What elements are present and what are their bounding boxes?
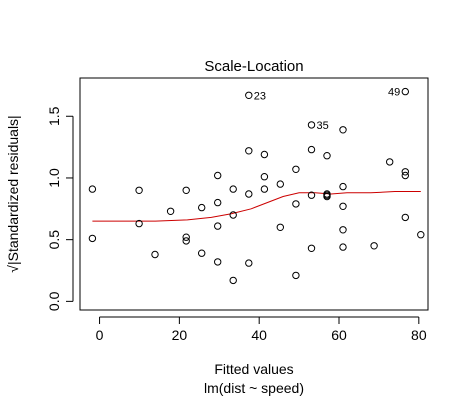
data-point	[198, 203, 206, 212]
data-point	[339, 182, 347, 191]
outlier-label: 49	[388, 87, 400, 99]
data-point	[214, 198, 222, 207]
data-point	[276, 180, 284, 188]
y-tick-label: 0.0	[46, 291, 62, 311]
x-tick-label: 40	[251, 327, 267, 343]
data-point	[339, 126, 347, 134]
smooth-trend-line	[92, 191, 421, 222]
x-tick-label: 60	[331, 327, 347, 343]
data-point	[214, 171, 222, 180]
data-point	[245, 91, 253, 100]
data-point	[401, 87, 409, 96]
x-tick-label: 20	[172, 327, 188, 343]
x-tick-label: 80	[411, 327, 427, 343]
data-point	[307, 244, 316, 253]
plot-frame	[79, 77, 429, 311]
data-point	[182, 233, 190, 241]
data-point	[417, 231, 425, 239]
data-point	[323, 152, 331, 160]
data-point	[307, 121, 316, 129]
data-point	[307, 145, 316, 154]
data-point	[88, 234, 97, 243]
data-point	[323, 190, 331, 198]
data-point	[339, 202, 347, 211]
data-point	[166, 207, 175, 216]
chart-title: Scale-Location	[204, 58, 303, 75]
data-point	[214, 222, 222, 230]
data-point	[245, 259, 253, 267]
data-point	[198, 249, 206, 257]
data-point	[339, 226, 347, 234]
y-tick-label: 0.5	[46, 230, 62, 250]
data-point	[88, 185, 97, 193]
data-point	[401, 213, 409, 222]
data-point	[135, 219, 143, 228]
data-point	[307, 191, 316, 199]
data-point	[401, 168, 409, 176]
data-point	[245, 147, 253, 155]
data-point	[151, 250, 159, 259]
y-tick-label: 1.0	[46, 168, 62, 188]
outlier-label: 35	[316, 120, 328, 132]
data-point	[260, 185, 269, 193]
x-axis-title: Fitted values	[214, 361, 293, 377]
data-point	[292, 271, 300, 280]
x-axis: 0 20 40 60 80	[96, 316, 427, 343]
y-tick-label: 1.5	[46, 106, 62, 126]
data-point	[386, 158, 394, 166]
outlier-label: 23	[254, 90, 266, 102]
data-point	[292, 165, 300, 174]
point-labels: 23 35 49	[254, 87, 400, 132]
y-axis: 0.0 0.5 1.0 1.5	[46, 106, 74, 311]
data-point	[292, 200, 300, 208]
data-point	[260, 173, 269, 181]
data-point	[229, 276, 237, 285]
data-point	[276, 223, 284, 232]
data-point	[229, 185, 237, 193]
data-point	[214, 258, 222, 266]
y-axis-title: √|Standardized residuals|	[5, 115, 21, 272]
data-point	[229, 211, 237, 219]
data-point	[339, 243, 347, 251]
x-tick-label: 0	[96, 327, 104, 343]
data-point	[182, 237, 190, 245]
data-point	[370, 242, 378, 250]
data-point	[260, 150, 269, 159]
data-point	[135, 186, 143, 195]
data-point	[245, 190, 253, 198]
data-point	[401, 171, 409, 180]
x-axis-subtitle: lm(dist ~ speed)	[204, 380, 304, 396]
data-point	[182, 186, 190, 195]
data-points	[88, 87, 425, 285]
